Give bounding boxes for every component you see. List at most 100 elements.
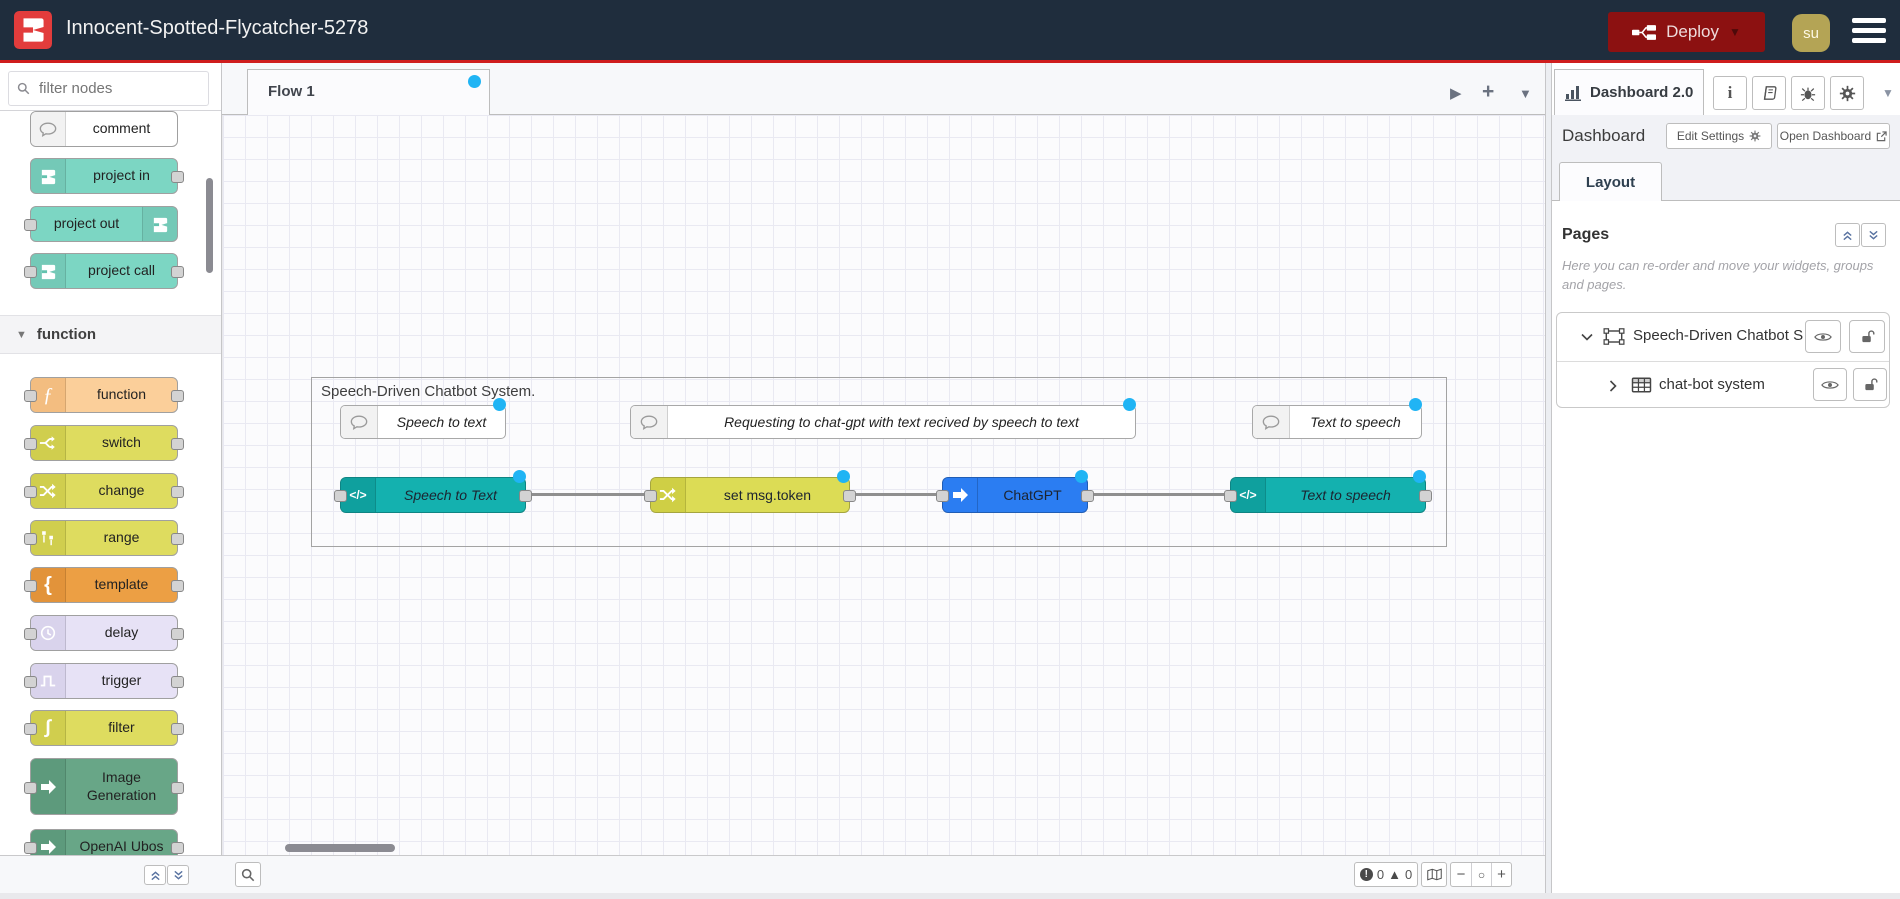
zoom-out-button[interactable]: − xyxy=(1451,863,1472,886)
palette-list: comment project in project out xyxy=(0,111,221,855)
pages-expand-all-button[interactable] xyxy=(1861,223,1886,247)
output-port xyxy=(171,676,184,688)
palette-node-image-generation[interactable]: Image Generation xyxy=(24,758,184,815)
canvas-hscrollbar[interactable] xyxy=(285,844,395,852)
wire xyxy=(1094,493,1224,496)
bar-chart-icon xyxy=(1565,85,1581,101)
palette-node-switch[interactable]: switch xyxy=(24,425,184,461)
group-lock-button[interactable] xyxy=(1853,368,1887,401)
notifications-status[interactable]: ! 0 ▲ 0 xyxy=(1354,862,1418,887)
zoom-reset-button[interactable]: ○ xyxy=(1472,863,1492,886)
user-avatar[interactable]: su xyxy=(1792,14,1830,52)
flow-canvas[interactable]: Speech-Driven Chatbot System. Speech to … xyxy=(223,115,1545,855)
palette-filter-box[interactable] xyxy=(8,71,209,106)
page-row-speech-driven-chatbot[interactable]: Speech-Driven Chatbot S xyxy=(1557,313,1889,362)
comment-node[interactable]: Requesting to chat-gpt with text recived… xyxy=(630,405,1136,439)
output-port xyxy=(171,580,184,592)
output-port xyxy=(171,438,184,450)
debug-tab-button[interactable] xyxy=(1791,76,1825,110)
search-icon xyxy=(241,868,255,881)
tab-flow-1[interactable]: Flow 1 xyxy=(247,69,490,115)
deploy-button[interactable]: Deploy ▼ xyxy=(1608,12,1765,52)
input-port xyxy=(24,486,37,498)
palette-node-range[interactable]: range xyxy=(24,520,184,556)
chevron-down-icon[interactable] xyxy=(1581,333,1593,342)
header-bar xyxy=(0,0,1900,60)
palette-node-delay[interactable]: delay xyxy=(24,615,184,651)
bug-icon xyxy=(1800,87,1816,101)
palette-node-change[interactable]: change xyxy=(24,473,184,509)
page-row-chat-bot-system[interactable]: chat-bot system xyxy=(1557,361,1889,407)
pages-collapse-all-button[interactable] xyxy=(1835,223,1860,247)
edit-settings-label: Edit Settings xyxy=(1676,129,1745,143)
node-label: Speech to Text xyxy=(404,487,497,503)
palette-node-template[interactable]: { template xyxy=(24,567,184,603)
chevron-right-icon[interactable] xyxy=(1609,380,1618,392)
palette-node-project-call[interactable]: project call xyxy=(24,253,184,289)
help-tab-button[interactable] xyxy=(1752,76,1786,110)
edit-settings-button[interactable]: Edit Settings xyxy=(1666,123,1772,149)
palette-filter-input[interactable] xyxy=(37,79,201,98)
warning-count: 0 xyxy=(1404,867,1413,882)
palette-collapse-all-button[interactable] xyxy=(144,865,166,885)
flow-group[interactable]: Speech-Driven Chatbot System. xyxy=(311,377,1447,547)
app-logo[interactable] xyxy=(14,11,52,49)
input-port xyxy=(1224,490,1237,502)
page-lock-button[interactable] xyxy=(1849,320,1885,353)
info-tab-button[interactable]: i xyxy=(1713,76,1747,110)
changed-dot xyxy=(513,470,526,483)
palette-node-label: delay xyxy=(104,624,139,641)
canvas-search-button[interactable] xyxy=(235,862,261,887)
palette-node-project-in[interactable]: project in xyxy=(30,158,184,194)
wire xyxy=(532,493,644,496)
input-port xyxy=(24,723,37,735)
open-dashboard-button[interactable]: Open Dashboard xyxy=(1777,123,1890,149)
main-menu-button[interactable] xyxy=(1852,18,1886,44)
palette-node-project-out[interactable]: project out xyxy=(24,206,178,242)
node-text-to-speech[interactable]: </> Text to speech xyxy=(1224,477,1432,513)
changed-dot xyxy=(837,470,850,483)
palette-node-openai-ubos[interactable]: OpenAI Ubos xyxy=(24,829,184,855)
input-port xyxy=(24,390,37,402)
palette-node-filter[interactable]: ∫ filter xyxy=(24,710,184,746)
node-chatgpt[interactable]: ChatGPT xyxy=(936,477,1094,513)
output-port xyxy=(171,390,184,402)
deploy-dropdown-caret[interactable]: ▼ xyxy=(1729,25,1741,39)
tab-scroll-right-button[interactable]: ▶ xyxy=(1450,85,1462,102)
pages-title: Pages xyxy=(1562,226,1610,243)
tab-dashboard-2[interactable]: Dashboard 2.0 xyxy=(1554,69,1704,115)
page-visibility-button[interactable] xyxy=(1805,320,1841,353)
palette-node-comment[interactable]: comment xyxy=(30,111,178,147)
flow-list-caret[interactable]: ▼ xyxy=(1519,86,1532,101)
config-tab-button[interactable] xyxy=(1830,76,1864,110)
navigator-button[interactable] xyxy=(1421,862,1447,887)
palette-vscrollbar[interactable] xyxy=(206,178,213,273)
open-dashboard-label: Open Dashboard xyxy=(1779,129,1872,143)
sidebar-splitter[interactable] xyxy=(1545,63,1552,899)
unlock-icon xyxy=(1861,330,1874,343)
category-label: function xyxy=(36,326,97,343)
comment-bubble-icon xyxy=(31,112,66,146)
comment-node[interactable]: Text to speech xyxy=(1252,405,1422,439)
palette-expand-all-button[interactable] xyxy=(167,865,189,885)
palette-node-function[interactable]: ƒ function xyxy=(24,377,184,413)
input-port xyxy=(334,490,347,502)
comment-bubble-icon xyxy=(1253,406,1290,438)
node-speech-to-text[interactable]: </> Speech to Text xyxy=(334,477,532,513)
group-visibility-button[interactable] xyxy=(1813,368,1847,401)
tab-layout[interactable]: Layout xyxy=(1559,162,1662,201)
palette-node-label: project in xyxy=(93,167,150,184)
group-label: Speech-Driven Chatbot System. xyxy=(321,383,536,400)
palette-category-function[interactable]: ▼ function xyxy=(0,315,221,354)
comment-bubble-icon xyxy=(341,406,378,438)
comment-node[interactable]: Speech to text xyxy=(340,405,506,439)
zoom-in-button[interactable]: + xyxy=(1497,866,1506,883)
palette-node-trigger[interactable]: trigger xyxy=(24,663,184,699)
input-port xyxy=(24,533,37,545)
group-table-icon xyxy=(1631,377,1652,393)
node-set-msg-token[interactable]: set msg.token xyxy=(644,477,856,513)
sidebar-more-caret[interactable]: ▼ xyxy=(1882,86,1894,100)
input-port xyxy=(24,580,37,592)
add-flow-button[interactable]: + xyxy=(1482,80,1495,103)
